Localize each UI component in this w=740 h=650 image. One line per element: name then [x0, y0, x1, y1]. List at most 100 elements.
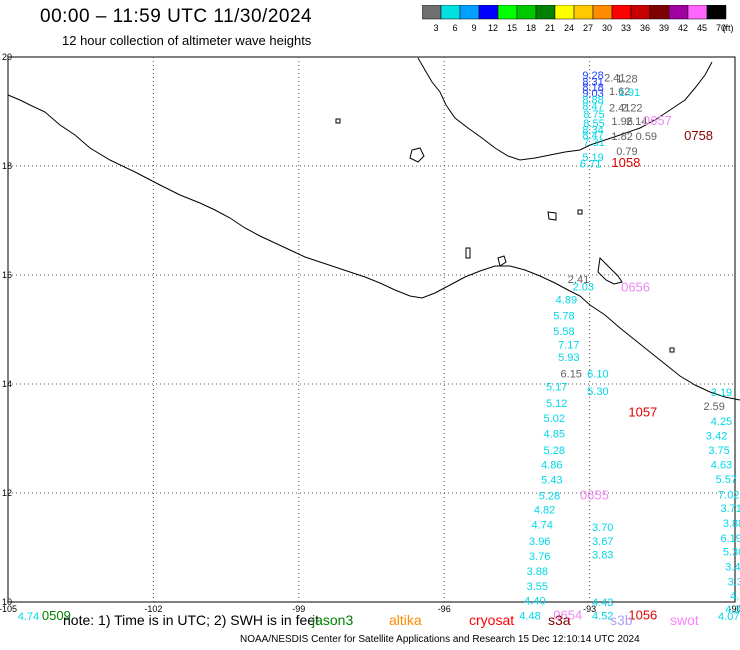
swh-value: 5.78 — [553, 311, 574, 323]
swh-value: 3.88 — [527, 566, 548, 578]
pass-time-label: 0654 — [553, 607, 582, 622]
lat-label: 10 — [2, 597, 12, 607]
swh-value: 1.62 — [609, 86, 630, 98]
swh-value: 2.03 — [573, 281, 594, 293]
swh-value: 2.59 — [703, 401, 724, 413]
swh-value: 8.18 — [582, 82, 603, 94]
lon-label: -105 — [0, 604, 17, 614]
map-frame — [7, 56, 736, 603]
scale-label-7: 24 — [564, 23, 574, 33]
swh-value: 5.28 — [539, 491, 560, 503]
swh-value: 5.12 — [546, 398, 567, 410]
lat-label: 12 — [2, 488, 12, 498]
lat-label: 20 — [2, 52, 12, 62]
map-title: 00:00 – 11:59 UTC 11/30/2024 — [40, 6, 313, 27]
swh-value: 4.74 — [531, 519, 552, 531]
pass-time-label: 0657 — [643, 113, 672, 128]
swh-value: 8.34 — [582, 124, 603, 136]
scale-label-10: 33 — [621, 23, 631, 33]
swh-value: 8.55 — [583, 118, 604, 130]
pass-time-label: 1056 — [628, 607, 657, 622]
swh-value: 4.52 — [592, 610, 613, 622]
swh-value: 1.82 — [611, 131, 632, 143]
lon-label: -90 — [728, 604, 740, 614]
lat-label: 18 — [2, 161, 12, 171]
gulf-of-mexico-coast — [417, 57, 713, 161]
swh-value: 9.28 — [582, 70, 603, 82]
swh-value: 2.41 — [604, 73, 625, 85]
lon-label: -93 — [583, 604, 596, 614]
lat-label: 16 — [2, 270, 12, 280]
pass-time-label: 0655 — [580, 488, 609, 503]
scale-label-2: 9 — [471, 23, 476, 33]
lon-label: -99 — [292, 604, 305, 614]
swh-value: 4.25 — [711, 416, 732, 428]
swh-value: 3.83 — [592, 549, 613, 561]
swh-value: 2.22 — [621, 103, 642, 115]
swh-value: 5.30 — [723, 547, 740, 559]
swh-value: 8.88 — [582, 94, 603, 106]
island-4 — [577, 209, 583, 215]
scale-label-8: 27 — [583, 23, 593, 33]
swh-value: 4.43 — [592, 597, 613, 609]
color-scale-labels: 3 6 9 12 15 18 21 24 27 30 33 36 39 42 45 70(ft) — [433, 23, 734, 33]
swh-value: 2.41 — [609, 103, 630, 115]
note-text: note: 1) Time is in UTC; 2) SWH is in fe… — [63, 612, 319, 628]
swh-value: 4.40 — [524, 596, 545, 608]
swh-value: 3.30 — [728, 577, 740, 589]
swh-value: 0.59 — [636, 131, 657, 143]
swh-track-labels: 9.288.318.189.038.888.478.758.558.348.47… — [18, 70, 740, 623]
scale-label-13: 42 — [678, 23, 688, 33]
scale-label-0: 3 — [433, 23, 438, 33]
swh-value: 2.41 — [568, 274, 589, 286]
swh-value: 1.91 — [619, 87, 640, 99]
swh-value: 7.17 — [558, 340, 579, 352]
swh-value: 4.85 — [544, 428, 565, 440]
swh-value: 3.47 — [725, 561, 740, 573]
scale-label-4: 15 — [507, 23, 517, 33]
satellite-altika: altika — [389, 612, 422, 628]
island-3 — [547, 211, 557, 221]
swh-value: 5.28 — [544, 445, 565, 457]
swh-value: 3.96 — [529, 536, 550, 548]
swh-value: 4.86 — [541, 459, 562, 471]
swh-value: 3.88 — [723, 518, 740, 530]
swh-value: 4.38 — [725, 604, 740, 616]
swh-value: 3.71 — [720, 503, 740, 515]
island-2 — [497, 255, 507, 267]
scale-label-6: 21 — [545, 23, 555, 33]
scale-label-15: 70 — [716, 23, 726, 33]
scale-label-11: 36 — [640, 23, 650, 33]
swh-value: 4.63 — [711, 459, 732, 471]
satellite-swot: swot — [670, 612, 699, 628]
swh-value: 5.43 — [541, 475, 562, 487]
credit-line: NOAA/NESDIS Center for Satellite Applica… — [240, 634, 640, 645]
pass-time-label: 1058 — [611, 155, 640, 170]
mexico-pacific-coast — [7, 94, 740, 401]
scale-label-14: 45 — [697, 23, 707, 33]
tabasco-inlet — [597, 256, 623, 285]
island-1 — [409, 147, 425, 163]
swh-value: 6.71 — [580, 159, 601, 171]
pass-time-label: 0656 — [621, 279, 650, 294]
swh-value: 7.02 — [718, 489, 739, 501]
scale-swatch-15 — [706, 5, 727, 20]
swh-value: 4.82 — [534, 505, 555, 517]
lon-label: -96 — [438, 604, 451, 614]
scale-unit: (ft) — [723, 23, 734, 33]
satellite-s3a: s3a — [548, 612, 571, 628]
swh-value: 5.02 — [544, 413, 565, 425]
swh-value: 8.47 — [582, 130, 603, 142]
island-5 — [465, 247, 471, 259]
swh-value: 3.55 — [527, 581, 548, 593]
swh-value: 3.76 — [529, 551, 550, 563]
island-6 — [335, 118, 341, 124]
lat-lon-grid — [7, 56, 736, 603]
axis-labels: -105 -102 -99 -96 -93 -90 20 18 16 14 12 10 — [0, 52, 740, 614]
satellite-s3b: s3b — [610, 612, 633, 628]
color-scale-bar — [422, 5, 727, 20]
pass-time-label: 0509 — [42, 608, 71, 623]
swh-value: 3.67 — [592, 536, 613, 548]
swh-value: 2.14 — [626, 116, 647, 128]
